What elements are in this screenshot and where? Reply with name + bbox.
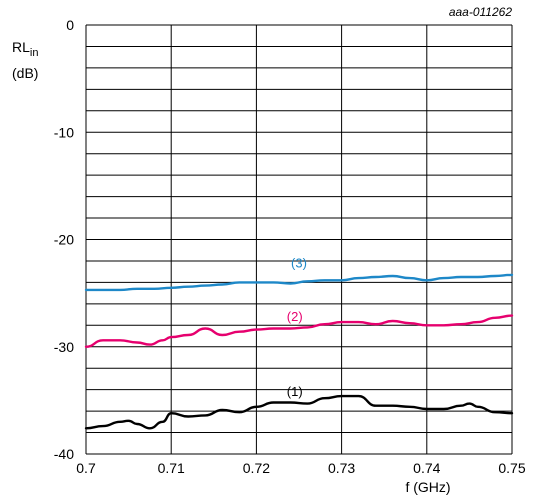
x-tick-label: 0.7: [76, 460, 96, 476]
y-axis-label-main: RL: [12, 39, 30, 55]
grid: [85, 24, 513, 455]
y-axis-unit: (dB): [12, 65, 38, 81]
series-line-1: [84, 394, 514, 430]
y-tick-label: 0: [66, 17, 74, 33]
y-axis-label-sub: in: [30, 47, 39, 59]
figure-id: aaa-011262: [449, 5, 512, 19]
y-tick-label: -10: [54, 124, 74, 140]
series-label-3: (3): [291, 255, 307, 270]
x-tick-label: 0.74: [413, 460, 440, 476]
y-axis-label: RLin: [12, 39, 38, 59]
x-axis-label: f (GHz): [405, 479, 450, 495]
series-line-2: [84, 314, 514, 348]
series-label-2: (2): [287, 309, 303, 324]
series-group: (1) (2) (3): [84, 255, 514, 430]
series-label-1: (1): [287, 384, 303, 399]
x-tick-label: 0.75: [498, 460, 525, 476]
x-tick-label: 0.72: [243, 460, 270, 476]
x-tick-label: 0.73: [328, 460, 355, 476]
x-tick-label: 0.71: [158, 460, 185, 476]
y-tick-label: -30: [54, 339, 74, 355]
series-line-3: [84, 273, 514, 292]
tick-labels: 0.7 0.71 0.72 0.73 0.74 0.75 0 -10 -20 -30 -40: [54, 17, 526, 476]
y-tick-label: -20: [54, 232, 74, 248]
y-tick-label: -40: [54, 446, 74, 462]
